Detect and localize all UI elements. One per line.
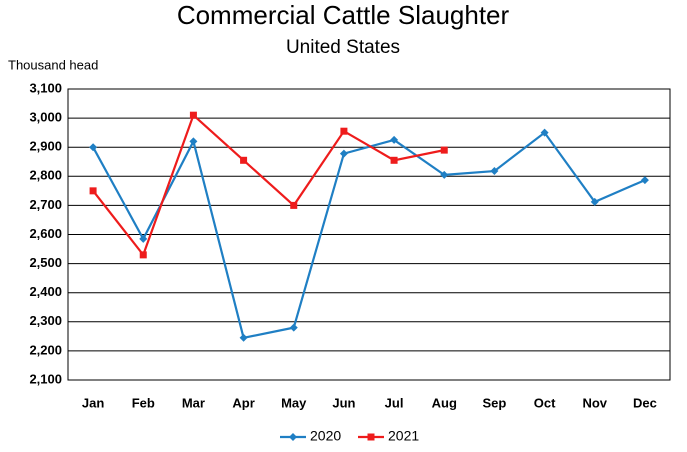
data-point [640, 176, 649, 185]
data-point [239, 333, 248, 342]
data-point [339, 149, 348, 158]
y-axis-label: Thousand head [8, 57, 98, 72]
series-line [92, 113, 445, 258]
y-tick-label: 2,200 [29, 342, 62, 357]
chart-title: Commercial Cattle Slaughter [177, 0, 510, 30]
data-point [289, 323, 298, 332]
x-tick-label: Oct [534, 395, 556, 410]
data-point [540, 128, 549, 137]
chart-subtitle: United States [286, 37, 400, 58]
y-tick-label: 2,300 [29, 313, 62, 328]
legend-marker [367, 433, 375, 441]
data-point [440, 170, 449, 179]
x-tick-label: Sep [482, 395, 506, 410]
y-tick-label: 2,600 [29, 226, 62, 241]
data-point [390, 135, 399, 144]
x-tick-label: Jul [385, 395, 404, 410]
x-tick-label: Jun [332, 395, 355, 410]
legend-marker [289, 433, 297, 441]
data-point [139, 251, 147, 259]
data-point [340, 127, 348, 135]
data-point [189, 137, 198, 146]
y-tick-label: 2,100 [29, 371, 62, 386]
data-point [89, 143, 98, 152]
y-tick-label: 2,500 [29, 255, 62, 270]
legend-label: 2020 [310, 428, 341, 444]
y-tick-label: 2,400 [29, 284, 62, 299]
x-tick-label: Mar [182, 395, 205, 410]
data-point [490, 167, 499, 176]
legend-label: 2021 [388, 428, 419, 444]
data-point [240, 156, 248, 164]
data-point [440, 146, 448, 154]
x-tick-label: Jan [82, 395, 104, 410]
y-tick-label: 3,100 [29, 80, 62, 95]
data-point [290, 201, 298, 209]
data-point [390, 156, 398, 164]
x-tick-label: Aug [432, 395, 457, 410]
x-tick-label: Nov [582, 395, 607, 410]
y-tick-label: 2,900 [29, 139, 62, 154]
y-tick-label: 2,800 [29, 168, 62, 183]
y-tick-label: 3,000 [29, 110, 62, 125]
data-point [590, 197, 599, 206]
data-point [139, 234, 148, 243]
plot-border [67, 88, 671, 381]
x-tick-label: May [281, 395, 307, 410]
x-tick-label: Feb [132, 395, 155, 410]
data-point [89, 187, 97, 195]
x-tick-label: Dec [633, 395, 657, 410]
y-tick-label: 2,700 [29, 197, 62, 212]
x-tick-label: Apr [232, 395, 254, 410]
data-point [189, 111, 197, 119]
